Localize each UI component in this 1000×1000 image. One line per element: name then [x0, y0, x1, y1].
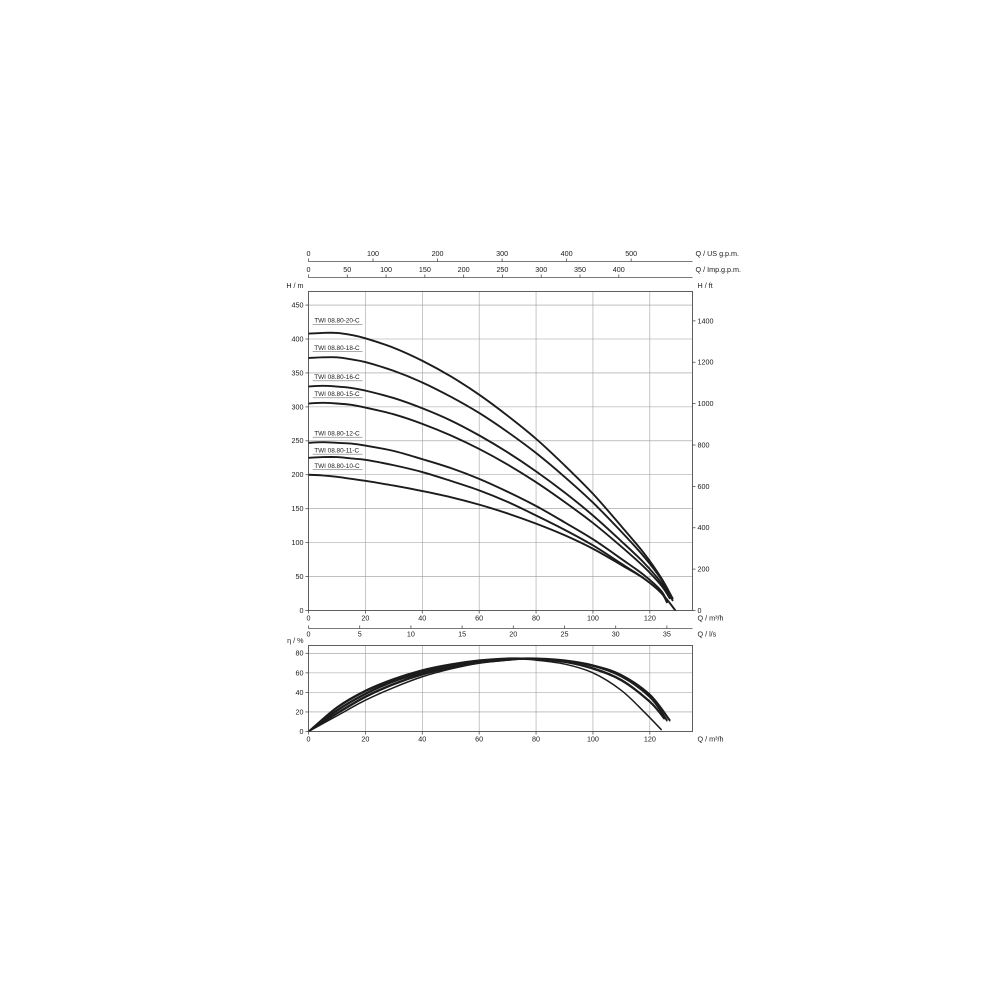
head-x-tick-ls: 30	[612, 630, 620, 639]
eff-x-tick: 60	[475, 735, 483, 744]
head-y-tick: 100	[292, 538, 304, 547]
top-axis-tick-us: 0	[307, 249, 311, 258]
head-y-tick: 400	[292, 334, 304, 343]
head-y-tick: 250	[292, 436, 304, 445]
head-x-axis-title: Q / m³/h	[698, 614, 724, 623]
eff-y-tick: 20	[296, 707, 304, 716]
head-y-tick: 300	[292, 402, 304, 411]
head-y-axis-title-ft: H / ft	[698, 281, 713, 290]
eff-x-tick: 0	[307, 735, 311, 744]
curve-label: TWI 08.80-20-C	[314, 318, 360, 325]
top-axis-tick-us: 100	[367, 249, 379, 258]
eff-x-tick: 20	[361, 735, 369, 744]
eff-x-tick: 120	[644, 735, 656, 744]
efficiency-curve	[308, 658, 662, 732]
head-curve	[308, 441, 668, 603]
head-y-axis-title: H / m	[286, 281, 303, 290]
head-y-tick: 200	[292, 470, 304, 479]
head-curve	[308, 331, 674, 600]
head-curve	[308, 473, 677, 611]
top-axis-tick-imp: 150	[419, 265, 431, 274]
efficiency-curve	[308, 657, 671, 732]
eff-y-tick: 80	[296, 649, 304, 658]
top-axis-title-imp: Q / Imp.g.p.m.	[696, 265, 742, 274]
head-y-tick: 350	[292, 368, 304, 377]
head-curve	[308, 356, 674, 602]
top-axis-tick-us: 500	[625, 249, 637, 258]
efficiency-curve	[308, 658, 668, 732]
head-x-tick-ls: 35	[663, 630, 671, 639]
top-axis-tick-imp: 300	[535, 265, 547, 274]
head-y-tick: 0	[300, 606, 304, 615]
curve-label: TWI 08.80-18-C	[314, 345, 360, 352]
head-x-tick-ls: 20	[509, 630, 517, 639]
head-y-tick-ft: 1000	[698, 399, 714, 408]
head-x-tick-ls: 10	[407, 630, 415, 639]
head-y-tick: 450	[292, 300, 304, 309]
head-x-tick: 80	[532, 614, 540, 623]
head-y-tick-ft: 600	[698, 482, 710, 491]
head-x-tick: 120	[644, 614, 656, 623]
eff-x-axis-title: Q / m³/h	[698, 735, 724, 744]
top-axis-tick-imp: 400	[613, 265, 625, 274]
head-curve	[308, 456, 668, 604]
head-x-tick: 40	[418, 614, 426, 623]
curve-label: TWI 08.80-15-C	[314, 391, 360, 398]
top-axis-tick-us: 400	[561, 249, 573, 258]
head-x-tick: 20	[361, 614, 369, 623]
top-axis-tick-imp: 350	[574, 265, 586, 274]
efficiency-chart-group: 0 20 40 60 80 η / % 0 20 40 60 80 100 120 Q / m³/h	[287, 636, 723, 744]
curve-label: TWI 08.80-10-C	[314, 463, 360, 470]
curve-label: TWI 08.80-12-C	[314, 430, 360, 437]
top-axis-tick-imp: 0	[307, 265, 311, 274]
head-y-tick-ft: 800	[698, 440, 710, 449]
top-axis-tick-imp: 250	[496, 265, 508, 274]
top-axis-tick-us: 300	[496, 249, 508, 258]
head-y-tick-ft: 0	[698, 606, 702, 615]
eff-x-tick: 100	[587, 735, 599, 744]
eff-y-tick: 40	[296, 688, 304, 697]
head-y-tick-ft: 1400	[698, 316, 714, 325]
head-x-tick-ls: 5	[358, 630, 362, 639]
head-y-tick-ft: 400	[698, 523, 710, 532]
eff-y-tick: 60	[296, 668, 304, 677]
head-x-tick: 100	[587, 614, 599, 623]
head-x-tick-ls: 0	[307, 630, 311, 639]
top-axes: 0 100 200 300 400 500 Q / US g.p.m.0 50 100 150 20…	[307, 249, 742, 278]
head-y-tick: 150	[292, 504, 304, 513]
top-axis-tick-us: 200	[432, 249, 444, 258]
head-curves-group	[308, 331, 677, 611]
head-x-tick-ls: 15	[458, 630, 466, 639]
efficiency-curve	[308, 658, 665, 732]
head-y-tick-ft: 200	[698, 565, 710, 574]
head-x-tick-ls: 25	[561, 630, 569, 639]
eff-x-tick: 40	[418, 735, 426, 744]
head-x-tick: 60	[475, 614, 483, 623]
eff-y-tick: 0	[300, 727, 304, 736]
head-x-axis-title-ls: Q / l/s	[698, 630, 717, 639]
top-axis-title-us: Q / US g.p.m.	[696, 249, 740, 258]
top-axis-tick-imp: 50	[343, 265, 351, 274]
head-curve	[308, 401, 671, 600]
eff-y-axis-title: η / %	[287, 636, 304, 645]
top-axis-tick-imp: 200	[458, 265, 470, 274]
head-y-tick-ft: 1200	[698, 358, 714, 367]
eff-x-tick: 80	[532, 735, 540, 744]
curve-label: TWI 08.80-11-C	[314, 447, 359, 454]
curve-label: TWI 08.80-16-C	[314, 374, 360, 381]
top-axis-tick-imp: 100	[380, 265, 392, 274]
head-y-tick: 50	[296, 572, 304, 581]
head-curve	[308, 384, 671, 598]
head-x-tick: 0	[307, 614, 311, 623]
efficiency-curves-group	[308, 657, 671, 732]
